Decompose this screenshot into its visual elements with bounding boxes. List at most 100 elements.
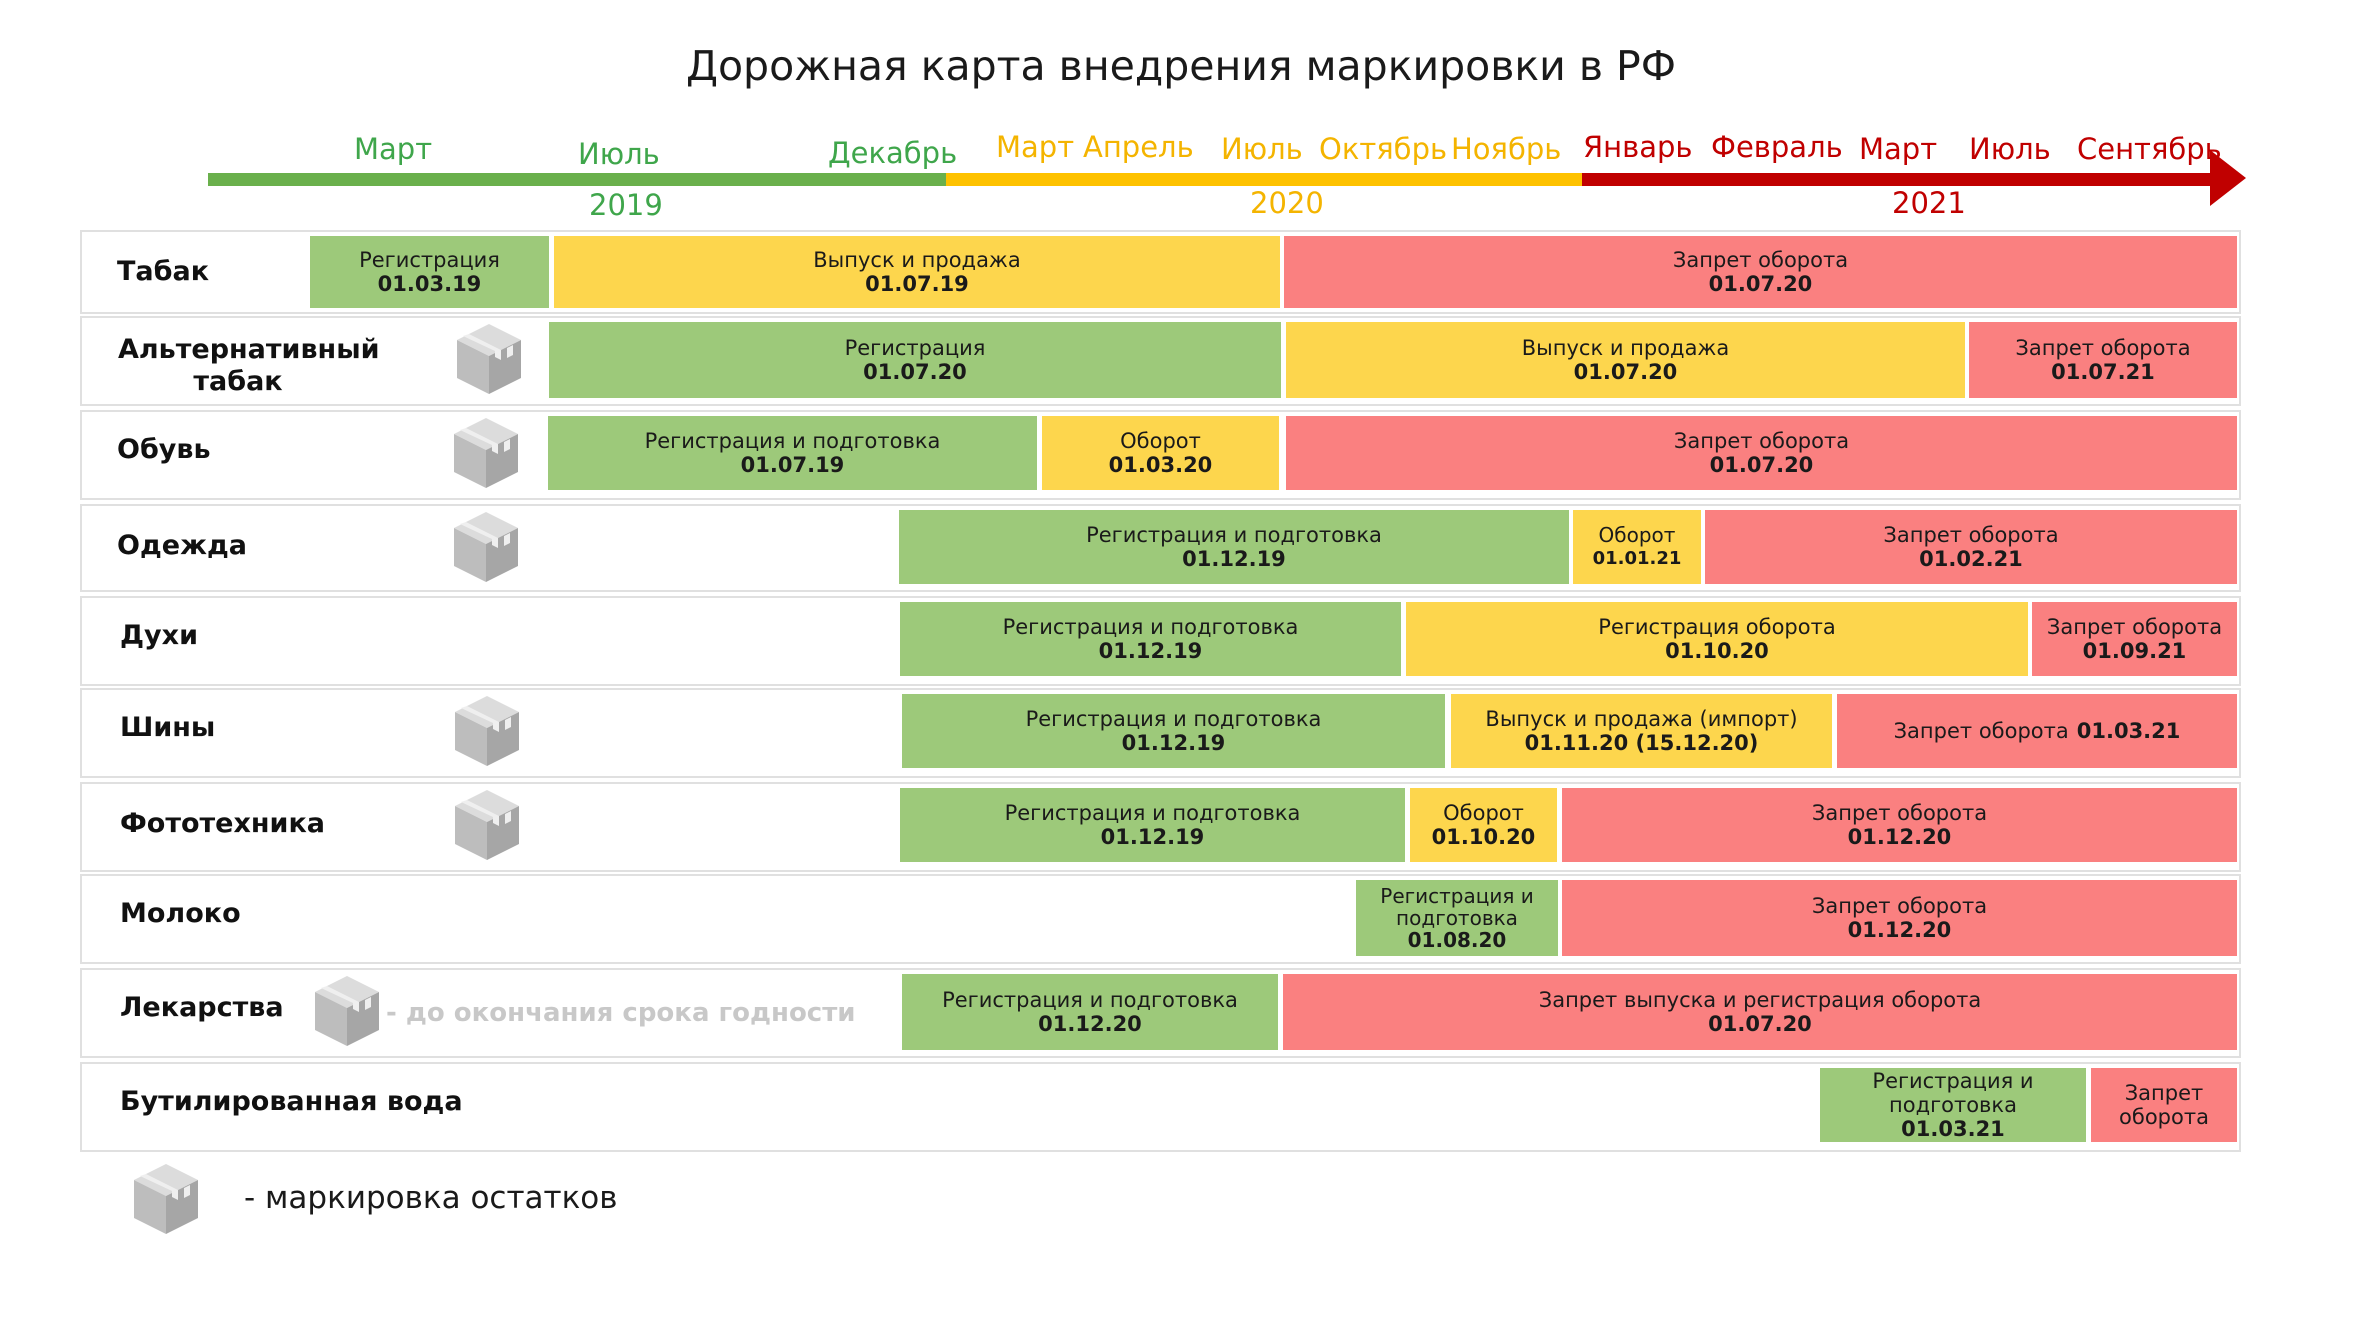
row-label: Шины [120,712,216,743]
segment-date: 01.07.20 [863,360,967,384]
segment-text: Выпуск и продажа (импорт) [1485,707,1798,731]
segment-yellow: Оборот 01.10.20 [1410,788,1557,862]
segment-text: Регистрация [359,248,500,272]
timeline-month: Ноябрь [1451,132,1562,166]
segment-text: Регистрация [844,336,986,360]
timeline-bar-2021 [1582,173,2214,186]
segment-text: Оборот [1120,429,1201,453]
segment-date: 01.07.21 [2051,360,2155,384]
segment-text: Регистрация и подготовка [1380,884,1534,930]
row-label: Молоко [120,898,241,929]
page-title: Дорожная карта внедрения маркировки в РФ [685,42,1677,90]
row-label: Духи [120,620,198,651]
segment-text: Запрет оборота [2046,615,2223,639]
segment-date: 01.09.21 [2082,639,2187,663]
segment-green: Регистрация и подготовка 01.12.19 [900,788,1405,862]
segment-text: Запрет оборота [1811,894,1988,918]
segment-text: Запрет оборота [1673,429,1850,453]
segment-green: Регистрация и подготовка 01.08.20 [1356,880,1558,956]
segment-red: Запрет оборота 01.07.21 [1969,322,2237,398]
segment-green: Регистрация и подготовка 01.12.19 [899,510,1569,584]
segment-green: Регистрация и подготовка 01.12.20 [902,974,1278,1050]
box-icon [313,974,381,1048]
segment-date: 01.07.20 [1573,360,1678,384]
timeline-arrow-icon [2210,150,2246,206]
segment-text: Регистрация и подготовка [1025,707,1322,731]
segment-text: Выпуск и продажа [1521,336,1730,360]
segment-green: Регистрация и подготовка 01.12.19 [900,602,1401,676]
timeline-month: Декабрь [828,136,958,170]
segment-date: 01.11.20 (15.12.20) [1524,731,1759,755]
segment-date: 01.07.20 [1709,453,1814,477]
segment-yellow: Выпуск и продажа (импорт) 01.11.20 (15.1… [1451,694,1832,768]
segment-red: Запрет оборота [2091,1068,2237,1142]
row-label: Бутилированная вода [120,1086,463,1117]
segment-date: 01.12.19 [1121,731,1226,755]
segment-date: 01.07.19 [740,453,845,477]
segment-red: Запрет оборота 01.12.20 [1562,880,2237,956]
segment-red: Запрет оборота 01.12.20 [1562,788,2237,862]
segment-date: 01.08.20 [1407,928,1507,952]
box-icon [455,322,523,396]
segment-text: Оборот [1598,523,1676,547]
timeline-month: Март [354,132,433,166]
segment-text: Запрет оборота [1893,719,2069,743]
segment-date: 01.10.20 [1665,639,1769,663]
segment-text: Запрет оборота [2015,336,2191,360]
timeline-month: Сентябрь [2077,132,2222,166]
segment-date: 01.12.20 [1847,825,1952,849]
timeline-bar-2020 [946,173,1582,186]
timeline-month: Апрель [1083,130,1194,164]
segment-text: Запрет оборота [1672,248,1849,272]
segment-date: 01.12.19 [1182,547,1286,571]
segment-green: Регистрация и подготовка 01.07.19 [548,416,1037,490]
timeline-month: Март [996,130,1075,164]
timeline-year: 2019 [589,188,663,222]
segment-text: Запрет оборота [2119,1081,2209,1129]
timeline-month: Октябрь [1319,132,1448,166]
segment-green: Регистрация и подготовка 01.03.21 [1820,1068,2086,1142]
timeline-year: 2021 [1892,186,1966,220]
row-label: Альтернативный табак [118,334,380,397]
segment-text: Регистрация и подготовка [1086,523,1382,547]
segment-date: 01.03.21 [1901,1117,2005,1141]
segment-date: 01.02.21 [1919,547,2023,571]
segment-red: Запрет оборота 01.07.20 [1286,416,2237,490]
timeline-month: Февраль [1711,130,1843,164]
segment-text: Регистрация и подготовка [942,988,1238,1012]
segment-green: Регистрация 01.07.20 [549,322,1281,398]
segment-text: Оборот [1443,801,1524,825]
row-label: Обувь [117,434,211,465]
remnants-note: - до окончания срока годности [386,998,856,1028]
timeline-month: Январь [1583,130,1693,164]
row-label: Лекарства [120,992,284,1023]
segment-date: 01.12.20 [1038,1012,1142,1036]
box-icon [453,694,521,768]
timeline-month: Июль [578,137,660,171]
segment-text: Регистрация и подготовка [1002,615,1299,639]
segment-text: Регистрация и подготовка [1004,801,1301,825]
segment-date: 01.03.21 [2076,719,2181,743]
segment-date: 01.03.20 [1108,453,1213,477]
segment-red: Запрет оборота 01.03.21 [1837,694,2237,768]
segment-yellow: Оборот 01.03.20 [1042,416,1279,490]
segment-date: 01.12.19 [1100,825,1205,849]
timeline-year: 2020 [1250,186,1324,220]
segment-date: 01.07.19 [865,272,969,296]
row-label: Фототехника [120,808,326,839]
segment-date: 01.03.19 [377,272,482,296]
timeline-month: Март [1859,132,1938,166]
row-label: Одежда [117,530,247,561]
box-icon [452,416,520,490]
segment-text: Запрет выпуска и регистрация оборота [1538,988,1982,1012]
segment-text: Регистрация и подготовка [644,429,941,453]
segment-red: Запрет оборота 01.07.20 [1284,236,2237,308]
box-icon [453,788,521,862]
segment-text: Запрет оборота [1811,801,1988,825]
segment-date: 01.07.20 [1708,272,1813,296]
timeline-month: Июль [1969,132,2051,166]
segment-red: Запрет оборота 01.02.21 [1705,510,2237,584]
timeline-bar-2019 [208,173,946,186]
row-label: Табак [117,256,210,287]
box-icon [452,510,520,584]
